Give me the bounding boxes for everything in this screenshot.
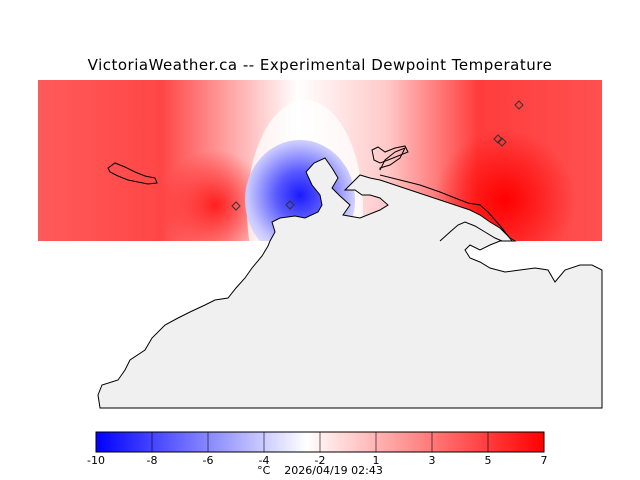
colorbar-tick-label: 3 — [429, 454, 436, 467]
colorbar-tick-label: -4 — [259, 454, 270, 467]
station-markers — [231, 100, 524, 211]
station-marker — [493, 134, 503, 144]
station-marker — [285, 200, 295, 210]
colorbar-tick-label: -10 — [87, 454, 105, 467]
colorbar-tick-label: 5 — [485, 454, 492, 467]
colorbar-tick-label: -8 — [147, 454, 158, 467]
land-masses — [97, 145, 603, 409]
colorbar-ticks: -10 -8 -6 -4 -2 1 3 5 7 — [87, 432, 548, 467]
colorbar-tick-label: 1 — [373, 454, 380, 467]
station-marker — [231, 201, 241, 211]
southern-landmass — [97, 157, 603, 409]
map-title: VictoriaWeather.ca -- Experimental Dewpo… — [87, 56, 553, 74]
north-inlet — [371, 145, 409, 164]
station-marker — [497, 137, 507, 147]
eastern-inlet — [379, 174, 513, 242]
station-marker — [514, 100, 524, 110]
timestamp-label: 2026/04/19 02:43 — [284, 464, 383, 477]
colorbar-tick-label: 7 — [541, 454, 548, 467]
footer-caption: °C 2026/04/19 02:43 — [0, 464, 640, 477]
eastern-shore — [379, 147, 407, 171]
units-label: °C — [257, 464, 271, 477]
west-island — [107, 162, 158, 185]
colorbar-tick-label: -2 — [315, 454, 326, 467]
colorbar-tick-label: -6 — [203, 454, 214, 467]
